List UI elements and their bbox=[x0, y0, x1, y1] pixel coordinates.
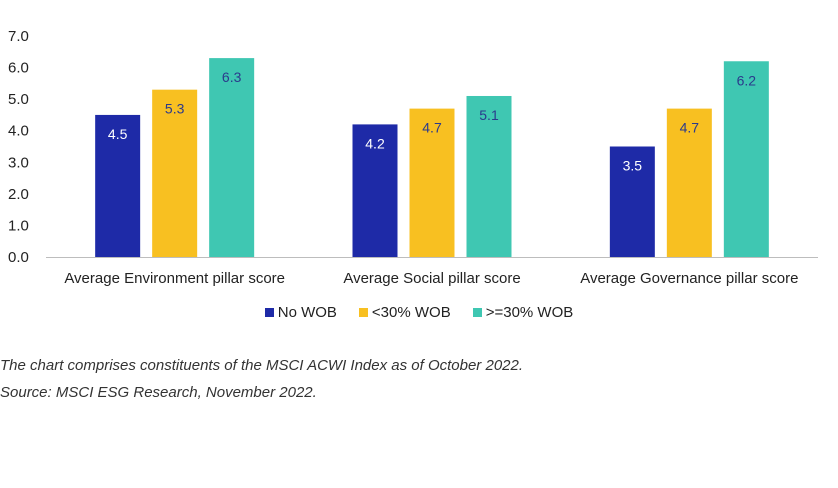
bar-chart: 0.0 1.0 2.0 3.0 4.0 5.0 6.0 7.0 4.5 5.3 6.3 Average… bbox=[8, 28, 818, 287]
data-label: 6.2 bbox=[737, 72, 757, 88]
data-label: 5.1 bbox=[479, 107, 499, 123]
data-label: 4.2 bbox=[365, 135, 385, 151]
legend-swatch bbox=[472, 308, 482, 317]
chart-notes: The chart comprises constituents of the … bbox=[0, 352, 523, 406]
x-category-label: Average Environment pillar score bbox=[64, 270, 285, 287]
bar bbox=[152, 89, 198, 258]
y-tick-label: 4.0 bbox=[8, 123, 29, 140]
note-source: Source: MSCI ESG Research, November 2022… bbox=[0, 384, 317, 401]
data-label: 6.3 bbox=[222, 69, 242, 85]
legend-item-30-plus-wob: >=30% WOB bbox=[472, 304, 574, 321]
x-category-label: Average Social pillar score bbox=[343, 270, 520, 287]
legend-label: >=30% WOB bbox=[485, 304, 574, 321]
y-tick-label: 1.0 bbox=[8, 217, 29, 234]
bar bbox=[466, 95, 512, 257]
bar bbox=[95, 114, 141, 257]
legend-swatch bbox=[358, 308, 368, 317]
bar bbox=[609, 146, 655, 257]
legend-label: No WOB bbox=[277, 304, 337, 321]
note-constituents: The chart comprises constituents of the … bbox=[0, 357, 524, 374]
bar bbox=[666, 108, 712, 257]
legend-swatch bbox=[264, 308, 274, 317]
bar bbox=[723, 61, 769, 257]
chart-legend: No WOB <30% WOB >=30% WOB bbox=[0, 304, 838, 321]
data-label: 4.5 bbox=[108, 126, 128, 142]
y-tick-label: 2.0 bbox=[8, 186, 29, 203]
bar bbox=[209, 58, 255, 257]
data-label: 4.7 bbox=[680, 120, 700, 136]
data-label: 3.5 bbox=[623, 158, 643, 174]
y-tick-label: 5.0 bbox=[8, 91, 29, 108]
legend-item-no-wob: No WOB bbox=[264, 304, 337, 321]
bar bbox=[409, 108, 455, 257]
legend-label: <30% WOB bbox=[371, 304, 451, 321]
y-tick-label: 0.0 bbox=[8, 249, 29, 266]
legend-item-under-30-wob: <30% WOB bbox=[358, 304, 451, 321]
y-tick-label: 3.0 bbox=[8, 154, 29, 171]
bar bbox=[352, 124, 398, 258]
y-tick-label: 6.0 bbox=[8, 60, 29, 77]
data-label: 5.3 bbox=[165, 101, 185, 117]
data-label: 4.7 bbox=[422, 120, 442, 136]
x-category-label: Average Governance pillar score bbox=[580, 270, 798, 287]
y-tick-label: 7.0 bbox=[8, 28, 29, 45]
